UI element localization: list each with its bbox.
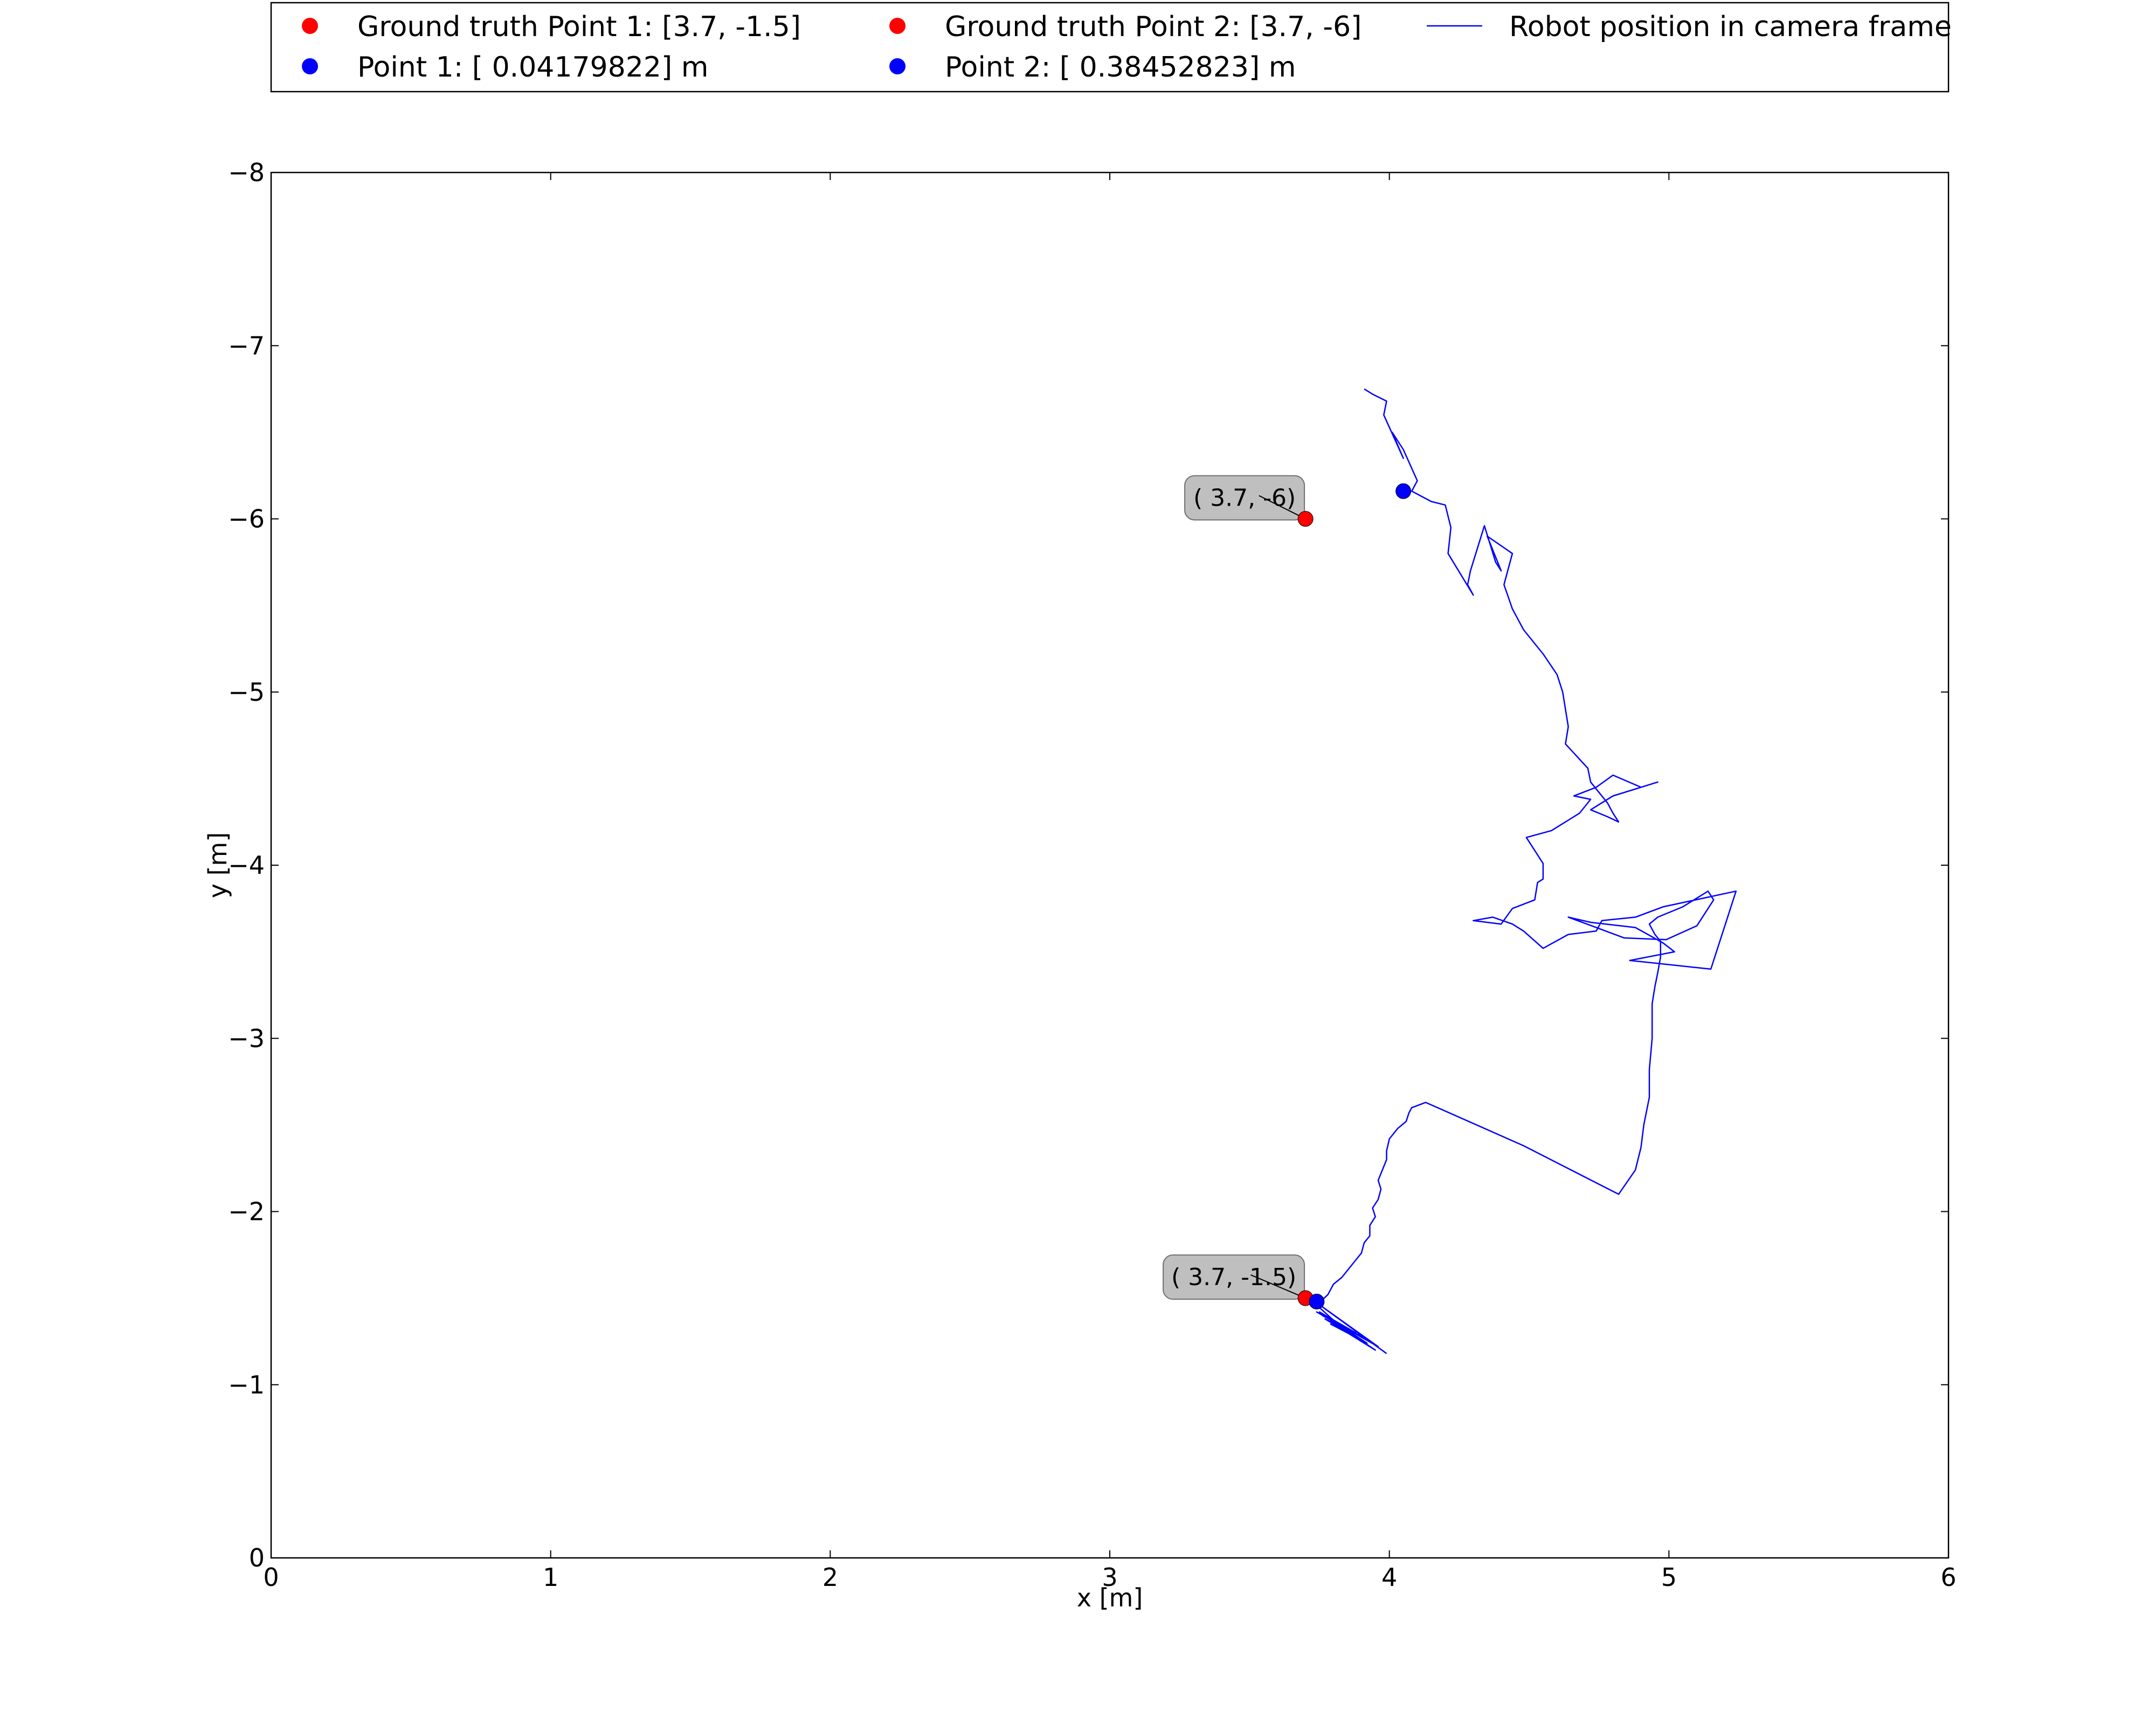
annotation-label: ( 3.7, -1.5) [1171, 1264, 1296, 1291]
y-tick-label: −1 [228, 1370, 265, 1399]
annotation-arrow [1259, 495, 1306, 520]
legend-marker-dot [889, 58, 906, 74]
legend-frame [270, 2, 1950, 93]
annotation-box [1184, 475, 1305, 521]
x-tick-label: 4 [1381, 1563, 1397, 1592]
y-tick-label: −4 [228, 851, 265, 880]
x-tick-label: 2 [823, 1563, 838, 1592]
annotation-label: ( 3.7, -6) [1193, 485, 1296, 512]
x-tick-label: 6 [1940, 1563, 1956, 1592]
points-layer [1297, 483, 1412, 1310]
legend-entry-label: Robot position in camera frame [1509, 11, 1952, 43]
x-tick-label: 5 [1661, 1563, 1677, 1592]
plot-area-frame [270, 171, 1950, 1559]
y-axis-label: y [m] [203, 832, 232, 899]
legend-marker-dot [302, 18, 318, 34]
trajectory-layer [1316, 388, 1737, 1354]
legend-entry-label: Ground truth Point 1: [3.7, -1.5] [357, 11, 801, 43]
ground-truth-point-2-marker [1297, 511, 1314, 527]
estimated-point-1-marker [1309, 1294, 1325, 1310]
legend-entry-label: Point 2: [ 0.38452823] m [945, 51, 1296, 84]
y-tick-label: −8 [228, 158, 265, 187]
axis-ticks: 0 1 2 3 4 5 6 0 −1 −2 −3 −4 −5 −6 −7 −8 [228, 158, 1956, 1592]
annotation-box [1163, 1254, 1305, 1300]
legend-marker-dot [302, 58, 318, 74]
y-tick-label: 0 [249, 1543, 265, 1572]
x-tick-label: 0 [263, 1563, 279, 1592]
x-tick-label: 1 [543, 1563, 558, 1592]
legend-entry-label: Ground truth Point 2: [3.7, -6] [945, 11, 1362, 43]
y-tick-label: −5 [228, 678, 265, 707]
legend-entry-label: Point 1: [ 0.04179822] m [357, 51, 708, 84]
y-tick-label: −3 [228, 1024, 265, 1053]
annotation-layer: ( 3.7, -1.5) ( 3.7, -6) [1163, 475, 1306, 1300]
estimated-point-2-marker [1395, 483, 1412, 499]
y-tick-label: −7 [228, 331, 265, 360]
robot-trajectory-line [1316, 388, 1737, 1354]
legend: Ground truth Point 1: [3.7, -1.5] Point 1… [270, 2, 1952, 93]
x-axis-label: x [m] [1077, 1583, 1143, 1612]
y-tick-label: −2 [228, 1197, 265, 1226]
legend-marker-dot [889, 18, 906, 34]
x-tick-label: 3 [1102, 1563, 1117, 1592]
y-tick-label: −6 [228, 505, 265, 534]
annotation-arrow [1250, 1274, 1306, 1299]
